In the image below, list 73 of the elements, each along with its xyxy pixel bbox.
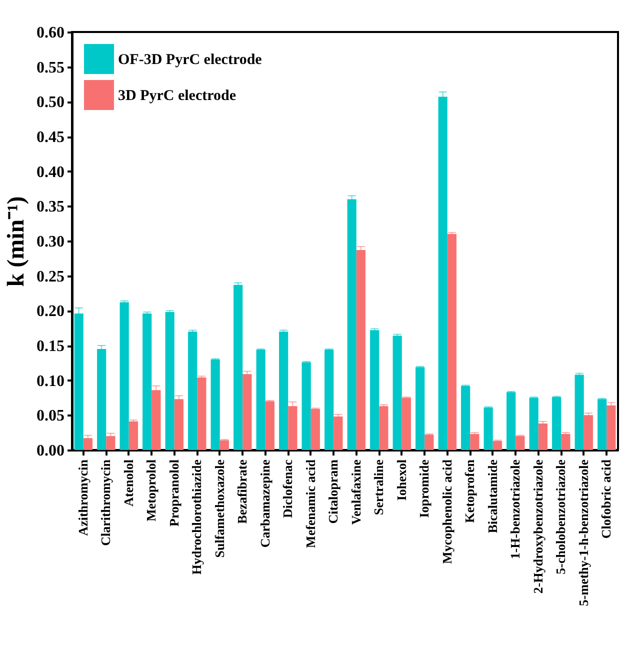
bar xyxy=(142,313,152,450)
y-tick-label: 0.35 xyxy=(36,198,64,216)
y-tick-label: 0.50 xyxy=(36,94,64,112)
bar xyxy=(492,440,502,450)
bar xyxy=(347,199,356,450)
bar xyxy=(416,367,425,450)
bar xyxy=(256,350,266,450)
y-tick-label: 0.00 xyxy=(36,442,64,460)
x-tick-label: Propranolol xyxy=(166,459,182,526)
bar xyxy=(83,438,92,450)
y-tick-label: 0.55 xyxy=(36,59,64,76)
bar xyxy=(324,350,334,450)
x-tick-label: Carbamazepine xyxy=(257,459,272,548)
x-tick-label: Mefenamic acid xyxy=(302,458,318,548)
bar xyxy=(152,390,161,450)
x-tick-label: Sertraline xyxy=(371,459,386,516)
bar xyxy=(516,436,525,450)
bar xyxy=(97,348,106,450)
legend-label: 3D PyrC electrode xyxy=(118,88,236,104)
bar xyxy=(598,399,607,450)
x-tick-label: Sulfamethoxazole xyxy=(212,459,227,558)
x-tick-label: 5-cholobenzotriazole xyxy=(553,459,568,574)
bar xyxy=(552,397,562,450)
bar xyxy=(424,434,434,450)
x-tick-label: Hydrochlorothiazide xyxy=(189,459,204,575)
legend-label: OF-3D PyrC electrode xyxy=(118,52,262,68)
y-axis-title: k (min⁻¹) xyxy=(4,196,30,287)
bar xyxy=(128,421,138,450)
y-tick-label: 0.30 xyxy=(36,234,64,250)
x-tick-label: 5-methy-1-h-benzotriazole xyxy=(576,459,591,606)
bar xyxy=(242,374,252,450)
y-tick-label: 0.25 xyxy=(36,268,64,286)
x-tick-label: Iopromide xyxy=(416,459,432,518)
bar xyxy=(470,434,480,450)
bar xyxy=(310,408,320,450)
x-tick-label: 2-Hydroxybenzotriazole xyxy=(530,459,546,594)
bar xyxy=(74,313,84,450)
y-tick-label: 0.20 xyxy=(36,303,64,320)
y-tick-label: 0.05 xyxy=(36,408,64,425)
x-tick-label: Clofobric acid xyxy=(598,458,614,539)
bar xyxy=(438,96,448,450)
bar xyxy=(484,408,493,450)
y-tick-label: 0.60 xyxy=(36,24,64,42)
y-tick-label: 0.45 xyxy=(36,129,64,146)
x-tick-label: Bezafibrate xyxy=(234,459,250,524)
bar xyxy=(461,386,470,450)
bar xyxy=(529,398,538,450)
x-tick-label: Metoprolol xyxy=(144,459,159,522)
bar xyxy=(402,398,411,450)
bar xyxy=(288,406,298,450)
bar xyxy=(106,436,116,450)
x-tick-label: Bicalutamide xyxy=(484,459,500,534)
x-tick-label: Citalopram xyxy=(326,459,341,524)
x-tick-label: Mycophenolic acid xyxy=(439,458,454,564)
x-tick-label: 1-H-benzotriazole xyxy=(508,459,523,560)
x-tick-label: Iohexol xyxy=(394,459,409,501)
bar xyxy=(561,434,570,450)
bar xyxy=(265,401,274,450)
bar xyxy=(506,392,516,450)
bar xyxy=(302,362,311,450)
bar xyxy=(220,440,229,450)
y-tick-label: 0.40 xyxy=(36,164,64,181)
x-tick-label: Clarithromycin xyxy=(98,458,114,546)
x-tick-label: Venlafaxine xyxy=(348,459,364,525)
bar xyxy=(174,399,184,450)
x-tick-label: Ketoprofen xyxy=(462,458,478,523)
bar xyxy=(356,250,366,450)
bar xyxy=(210,359,220,450)
x-tick-label: Diclofenac xyxy=(280,459,296,518)
y-tick-label: 0.10 xyxy=(36,372,64,390)
x-tick-label: Azithromycin xyxy=(75,458,90,536)
x-tick-label: Atenolol xyxy=(120,459,136,506)
y-tick-label: 0.15 xyxy=(36,338,64,355)
